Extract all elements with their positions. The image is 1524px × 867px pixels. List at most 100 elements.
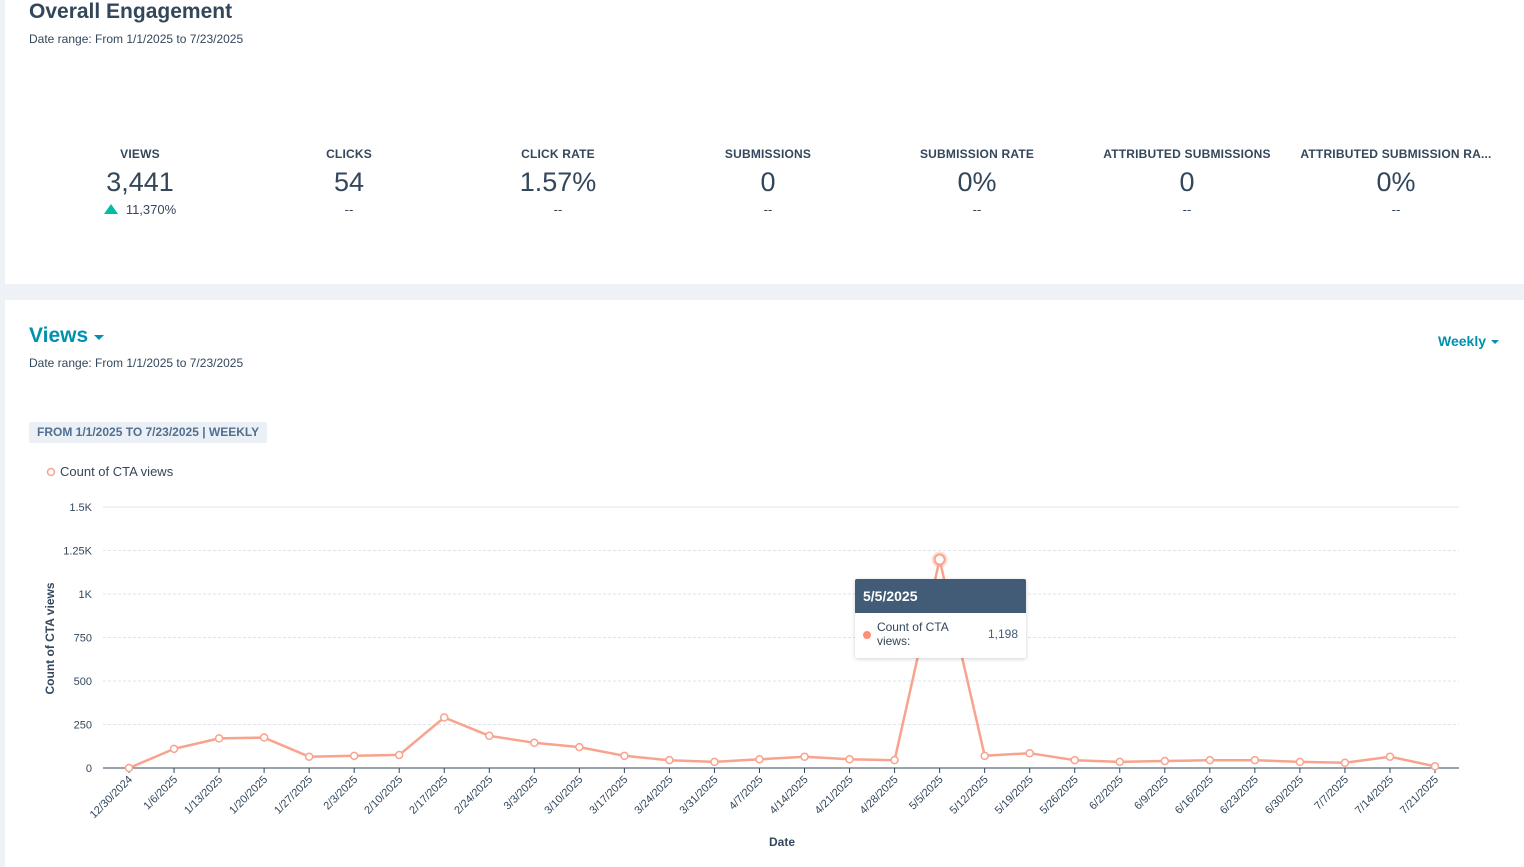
data-point[interactable] [349,751,359,761]
trend-up-icon [103,204,118,214]
kpi-value: 54 [333,167,365,197]
data-point[interactable] [710,757,719,767]
data-point[interactable] [1070,755,1079,765]
x-tick-label: 4/21/2025 [813,774,856,817]
kpi-change-text: -- [763,202,773,217]
x-tick-label: 3/17/2025 [587,774,630,817]
kpi-label: CLICKS [326,147,372,161]
legend-label[interactable]: Count of CTA views [60,464,174,479]
x-tick-label: 4/7/2025 [727,774,766,813]
interval-label: Weekly [1438,333,1486,349]
data-point[interactable] [933,553,946,566]
x-tick-label: 1/27/2025 [272,774,315,817]
y-tick-label: 0 [86,763,92,775]
data-point[interactable] [1115,757,1125,767]
data-point[interactable] [485,731,494,741]
kpi-value: 0% [1376,167,1416,197]
data-point[interactable] [169,744,179,754]
x-tick-label: 5/26/2025 [1038,774,1081,817]
kpi-change-text: 11,370% [125,202,177,217]
x-tick-label: 1/6/2025 [141,774,180,813]
engagement-date-range: Date range: From 1/1/2025 to 7/23/2025 [29,32,244,46]
data-point[interactable] [665,755,674,765]
x-tick-label: 3/31/2025 [677,774,720,817]
x-axis-title: Date [769,835,795,849]
kpi-label: ATTRIBUTED SUBMISSION RA... [1300,147,1492,161]
data-point[interactable] [124,763,134,773]
x-tick-label: 5/19/2025 [993,774,1036,817]
kpi-value: 0 [760,167,776,197]
x-tick-label: 5/12/2025 [948,774,991,817]
kpi-value: 0% [957,167,997,197]
kpi-change: -- [663,202,873,217]
data-point[interactable] [575,742,584,752]
views-title: Views [29,324,89,347]
data-point[interactable] [259,733,269,742]
y-tick-label: 1K [79,589,93,601]
y-tick-label: 500 [74,676,92,688]
kpi-tile: VIEWS 3,441 11,370% [35,147,245,217]
views-line-chart: Count of CTA views 0 250 500 750 1K 1.25K 1.5K C… [43,464,1459,849]
data-point[interactable] [1295,757,1305,767]
x-tick-label: 4/28/2025 [858,774,901,817]
x-tick-label: 2/3/2025 [322,774,361,813]
data-point[interactable] [1160,756,1170,766]
data-point[interactable] [304,752,314,761]
data-point[interactable] [980,751,989,761]
series-dot-icon [863,631,871,639]
kpi-change: -- [453,202,663,217]
filter-tag: FROM 1/1/2025 TO 7/23/2025 | WEEKLY [29,422,268,443]
x-tick-label: 1/13/2025 [182,774,225,817]
tooltip-date: 5/5/2025 [855,579,1026,613]
x-tick-label: 7/14/2025 [1353,774,1396,817]
legend-marker-icon [46,467,56,477]
kpi-label: CLICK RATE [521,147,595,161]
kpi-value: 0 [1179,167,1195,197]
data-point[interactable] [1340,758,1350,768]
data-point[interactable] [755,755,764,764]
x-tick-label: 2/17/2025 [407,774,450,817]
data-point[interactable] [800,752,809,761]
y-tick-label: 750 [74,633,92,645]
kpi-tile: SUBMISSION RATE 0% -- [872,147,1082,217]
data-point[interactable] [1205,755,1215,765]
x-tick-label: 3/10/2025 [542,774,585,817]
kpi-change: -- [1291,202,1501,217]
kpi-tile: SUBMISSIONS 0 -- [663,147,873,217]
data-point[interactable] [620,751,629,761]
views-date-range: Date range: From 1/1/2025 to 7/23/2025 [29,356,244,370]
x-tick-label: 7/7/2025 [1312,774,1351,813]
tooltip-body: Count of CTA views: 1,198 [855,613,1026,658]
data-point[interactable] [1385,752,1395,761]
chevron-down-icon [1491,340,1499,344]
y-tick-label: 1.25K [63,546,92,558]
kpi-label: SUBMISSION RATE [919,147,1035,161]
kpi-tile: ATTRIBUTED SUBMISSION RA... 0% -- [1291,147,1501,217]
y-axis-title: Count of CTA views [43,582,57,694]
kpi-label: VIEWS [120,147,160,161]
kpi-tile: CLICK RATE 1.57% -- [453,147,663,217]
data-point[interactable] [439,713,449,722]
data-point[interactable] [845,755,854,764]
kpi-label: ATTRIBUTED SUBMISSIONS [1103,147,1271,161]
chevron-down-icon [94,334,105,340]
x-tick-label: 2/24/2025 [452,774,495,817]
x-tick-label: 4/14/2025 [768,774,811,817]
x-tick-label: 6/9/2025 [1132,774,1171,813]
data-point[interactable] [1250,755,1260,765]
y-tick-label: 1.5K [69,502,92,514]
data-point[interactable] [890,755,899,765]
kpi-change-text: -- [972,202,982,217]
kpi-tile: CLICKS 54 -- [244,147,454,217]
data-point[interactable] [214,734,224,743]
views-metric-dropdown[interactable]: Views [29,324,105,348]
data-point[interactable] [530,738,539,748]
engagement-title: Overall Engagement [29,0,233,23]
interval-dropdown[interactable]: Weekly [1438,333,1499,349]
kpi-value: 3,441 [106,167,174,197]
x-tick-label: 7/21/2025 [1398,774,1441,817]
data-point[interactable] [394,750,404,760]
data-point[interactable] [1025,748,1034,758]
data-point[interactable] [1430,762,1440,771]
views-card: Views Date range: From 1/1/2025 to 7/23/… [5,300,1524,867]
